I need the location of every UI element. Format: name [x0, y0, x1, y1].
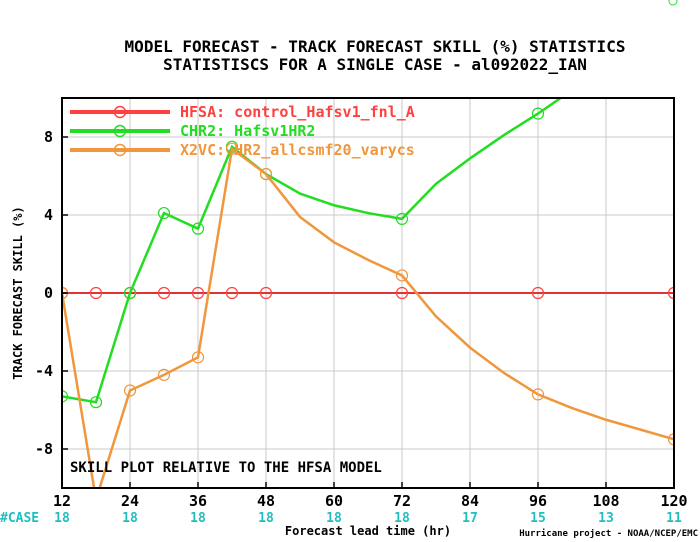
series-point-0 — [89, 286, 103, 300]
y-tick-label: -8 — [35, 440, 53, 458]
series-layer — [62, 98, 674, 505]
x-tick-label: 120 — [660, 492, 687, 510]
x-tick-label: 60 — [325, 492, 343, 510]
case-count: 17 — [462, 511, 478, 526]
x-axis-title: Forecast lead time (hr) — [285, 524, 451, 538]
case-count: 18 — [122, 511, 138, 526]
series-point-0 — [191, 286, 205, 300]
series-point-2 — [157, 368, 171, 381]
case-count: 13 — [598, 511, 614, 526]
x-tick-label: 72 — [393, 492, 411, 510]
series-point-0 — [157, 286, 171, 300]
x-ticks: 12 24 36 48 60 72 84 96 108 120 — [53, 482, 688, 510]
series-point-1 — [123, 286, 137, 300]
credit-text: Hurricane project - NOAA/NCEP/EMC — [519, 528, 698, 539]
legend-marker-1 — [113, 124, 127, 138]
x-tick-label: 84 — [461, 492, 479, 510]
legend-marker-2 — [113, 143, 127, 157]
series-point-2 — [531, 388, 545, 401]
case-count: 15 — [530, 511, 546, 526]
case-row-label: #CASE — [0, 511, 39, 526]
case-count: 11 — [666, 511, 682, 526]
x-tick-label: 96 — [529, 492, 547, 510]
series-point-1 — [191, 222, 205, 235]
y-ticks: -8 -4 0 4 8 — [35, 128, 68, 458]
series-point-2 — [667, 433, 674, 446]
chart-title: MODEL FORECAST - TRACK FORECAST SKILL (%… — [125, 37, 626, 56]
y-tick-label: -4 — [35, 362, 53, 380]
case-count: 18 — [326, 511, 342, 526]
series-point-2 — [225, 142, 239, 155]
series-point-1 — [395, 212, 409, 225]
case-count: 18 — [258, 511, 274, 526]
legend-label-1: CHR2: Hafsv1HR2 — [180, 122, 315, 140]
case-count: 18 — [394, 511, 410, 526]
series-line-2 — [62, 146, 674, 488]
y-tick-label: 0 — [44, 284, 53, 302]
y-axis-title: TRACK FORECAST SKILL (%) — [11, 206, 25, 379]
series-point-0 — [667, 286, 674, 300]
y-tick-label: 4 — [44, 206, 53, 224]
series-point-1 — [531, 107, 545, 120]
chart-subtitle: STATISTISCS FOR A SINGLE CASE - al092022… — [163, 55, 587, 74]
x-tick-label: 108 — [592, 492, 619, 510]
corner-marker — [668, 0, 678, 6]
y-tick-label: 8 — [44, 128, 53, 146]
series-point-2 — [191, 351, 205, 364]
series-point-2 — [395, 269, 409, 282]
x-tick-label: 24 — [121, 492, 139, 510]
case-row: #CASE 18 18 18 18 18 18 17 15 13 11 — [0, 511, 682, 526]
series-point-1 — [157, 206, 171, 220]
series-point-0 — [225, 286, 239, 300]
x-tick-label: 36 — [189, 492, 207, 510]
series-point-0 — [259, 286, 273, 300]
series-point-1 — [62, 390, 69, 403]
skill-note: SKILL PLOT RELATIVE TO THE HFSA MODEL — [70, 460, 382, 476]
series-point-1 — [89, 396, 103, 409]
series-point-0 — [531, 286, 545, 300]
legend-label-2: X2VC: HR2_allcsmf20_varycs — [180, 141, 415, 159]
series-point-0 — [395, 286, 409, 300]
case-count: 18 — [54, 511, 70, 526]
series-line-1 — [62, 98, 563, 404]
series-point-2 — [91, 494, 102, 505]
legend-label-0: HFSA: control_Hafsv1_fnl_A — [180, 103, 415, 121]
x-tick-label: 48 — [257, 492, 275, 510]
series-point-2 — [123, 384, 137, 397]
x-tick-label: 12 — [53, 492, 71, 510]
case-count: 18 — [190, 511, 206, 526]
series-point-2 — [259, 167, 273, 181]
legend-marker-0 — [113, 105, 127, 119]
